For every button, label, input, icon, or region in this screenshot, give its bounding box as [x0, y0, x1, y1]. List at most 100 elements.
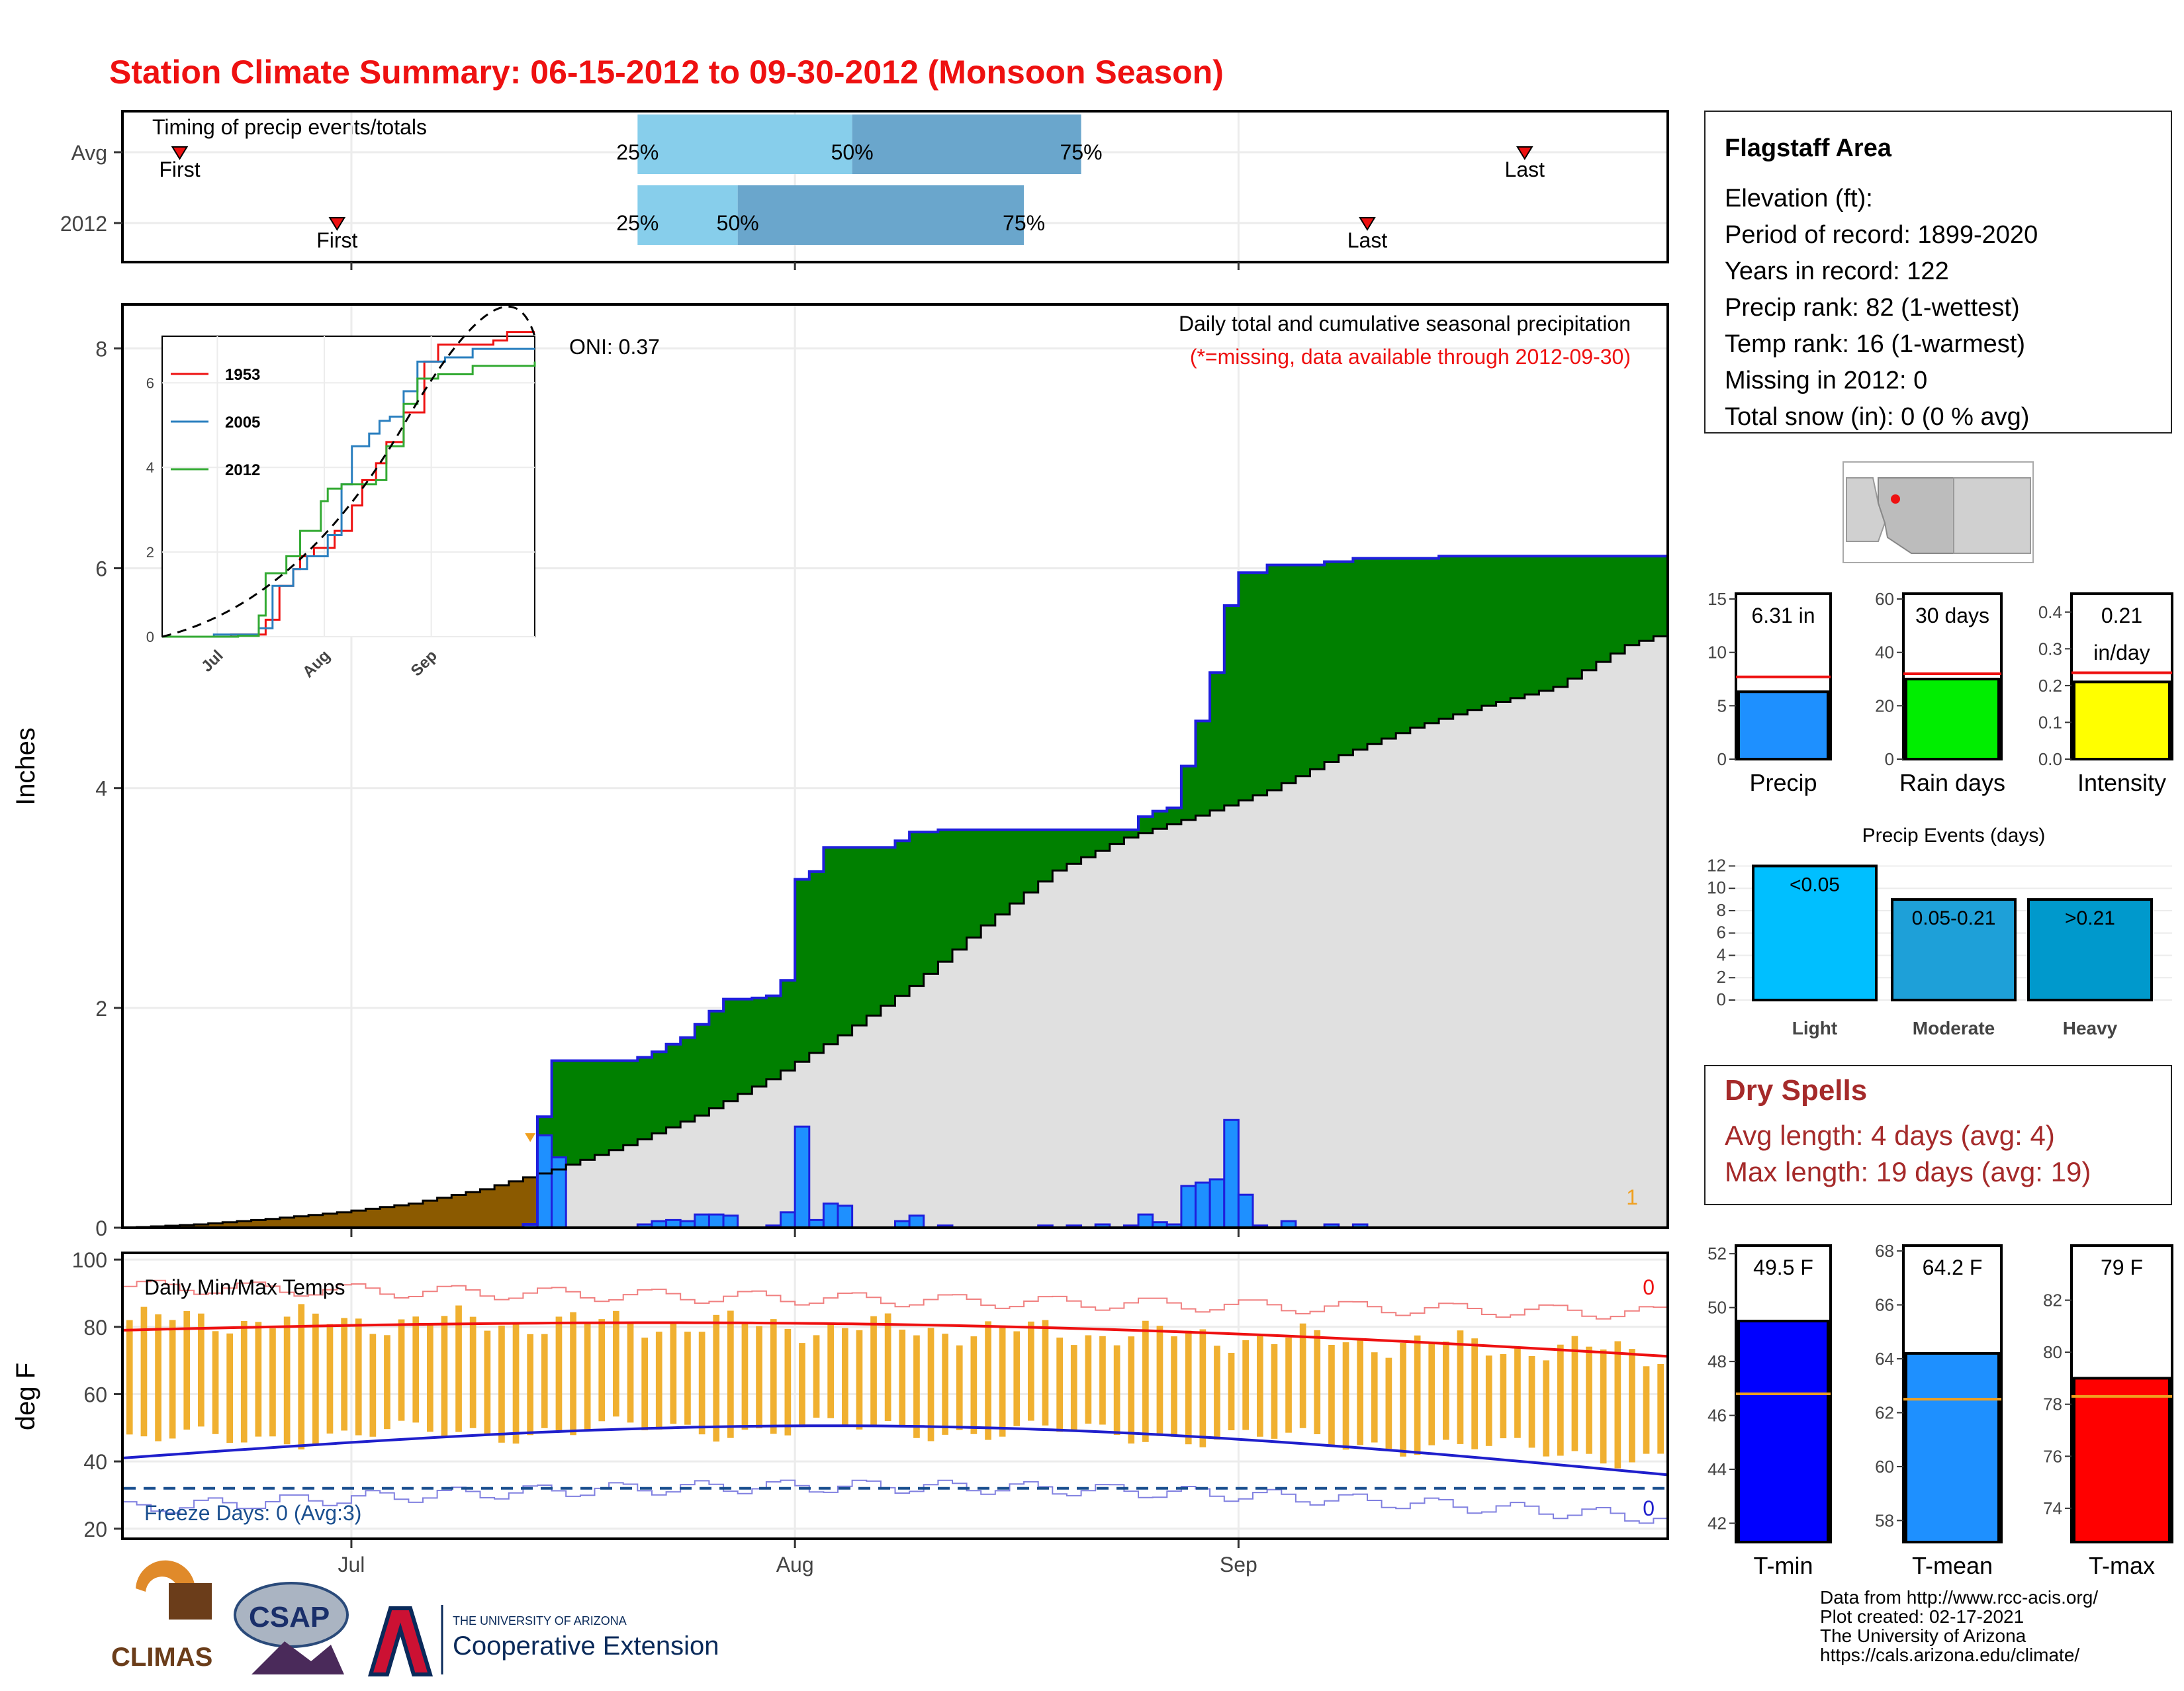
- daily-precip-bar-36: [1223, 1119, 1240, 1229]
- summary-tmax-ytick-label-2: 78: [2043, 1394, 2062, 1414]
- station-name: Flagstaff Area: [1725, 134, 1892, 162]
- daily-temp-bar-8: [240, 1321, 248, 1443]
- record-min-count: 0: [1643, 1496, 1655, 1520]
- daily-precip-bar-35: [1208, 1178, 1226, 1229]
- summary-tmean-ytick-label-2: 62: [1875, 1403, 1894, 1423]
- inset-frame: [161, 336, 535, 637]
- timing-first-marker-0: [171, 146, 189, 160]
- daily-temp-bar-2: [155, 1314, 161, 1441]
- daily-temp-bar-6: [212, 1331, 219, 1434]
- daily-temp-bar-22: [441, 1316, 448, 1437]
- climas-logo-block: [169, 1583, 212, 1620]
- daily-temp-bar-56: [927, 1328, 934, 1441]
- climas-logo-text: CLIMAS: [111, 1643, 212, 1672]
- average-max-temp-line: [122, 1321, 1668, 1358]
- daily-temp-bar-31: [570, 1312, 576, 1436]
- first-event-marker: [525, 1133, 536, 1142]
- timing-box-q50-q75-0: [852, 114, 1081, 174]
- precip-ytick-label-4: 8: [95, 337, 107, 361]
- daily-precip-bar-33: [1180, 1185, 1197, 1229]
- daily-temp-bar-4: [183, 1311, 191, 1430]
- temp-ytick-label-3: 80: [83, 1316, 107, 1340]
- precip-ytick-label-1: 2: [95, 997, 107, 1021]
- summary-precip-ytick-label-0: 0: [1717, 749, 1727, 769]
- daily-temp-bar-34: [613, 1310, 619, 1417]
- summary-tmin-ytick-label-5: 52: [1707, 1244, 1727, 1263]
- summary-raindays-ytick-label-0: 0: [1885, 749, 1894, 769]
- daily-temp-bar-68: [1099, 1336, 1106, 1425]
- daily-temp-bar-87: [1371, 1352, 1378, 1443]
- timing-row-label-1: 2012: [60, 212, 107, 236]
- summary-intensity-ytick-label-1: 0.1: [2038, 712, 2062, 732]
- temp-xtick-label-0: Jul: [338, 1553, 365, 1577]
- daily-temp-bar-84: [1328, 1345, 1335, 1445]
- summary-tmean-category-label: T-mean: [1912, 1552, 1993, 1579]
- daily-precip-bar-2: [551, 1156, 567, 1229]
- station-precip-rank: Precip rank: 82 (1-wettest): [1725, 294, 2020, 322]
- daily-temp-bar-38: [670, 1324, 677, 1424]
- daily-temp-bar-39: [684, 1332, 691, 1425]
- footer-university: The University of Arizona: [1820, 1625, 2026, 1646]
- summary-tmax-category-label: T-max: [2089, 1552, 2155, 1579]
- daily-temp-bar-1: [140, 1306, 148, 1437]
- timing-q25-label-1: 25%: [616, 211, 659, 235]
- daily-temp-bar-96: [1500, 1353, 1507, 1439]
- page-title: Station Climate Summary: 06-15-2012 to 0…: [109, 54, 1224, 91]
- daily-temp-bar-5: [198, 1313, 205, 1427]
- timing-row-label-0: Avg: [71, 141, 107, 165]
- station-info-box: [1704, 111, 2172, 434]
- daily-temp-bar-105: [1629, 1349, 1635, 1463]
- daily-temp-bar-43: [741, 1324, 749, 1430]
- station-missing: Missing in 2012: 0: [1725, 367, 1927, 394]
- daily-temp-bar-24: [469, 1316, 477, 1428]
- daily-temp-bar-101: [1571, 1336, 1578, 1451]
- daily-precip-bar-8: [707, 1213, 725, 1229]
- locator-map: [1843, 461, 2034, 563]
- summary-intensity-category-label: Intensity: [2077, 769, 2166, 796]
- daily-temp-bar-9: [255, 1322, 262, 1437]
- summary-intensity-bar: [2073, 680, 2171, 761]
- record-min-line: [122, 1479, 1668, 1524]
- timing-box-q25-q50-1: [637, 185, 738, 245]
- average-min-temp-line: [122, 1424, 1668, 1477]
- precip-events-bar-label-1: 0.05-0.21: [1912, 907, 1996, 929]
- daily-temp-bar-67: [1085, 1335, 1092, 1424]
- summary-precip-ytick-label-2: 10: [1707, 643, 1727, 663]
- precip-events-bar-light: [1752, 864, 1878, 1001]
- daily-temp-bar-45: [770, 1319, 777, 1434]
- summary-temp-charts: 42 44 46 48 50 52 49.5 F T-min 58 60 62 64 66 68 64.2 …: [1707, 1241, 2173, 1579]
- daily-temp-bar-14: [326, 1324, 334, 1434]
- timing-q75-label-1: 75%: [1003, 211, 1045, 235]
- right-panels: Flagstaff Area Elevation (ft): Period of…: [1704, 111, 2173, 1665]
- daily-temp-bar-77: [1228, 1353, 1235, 1430]
- dry-spells-max: Max length: 19 days (avg: 19): [1725, 1156, 2091, 1187]
- daily-temp-bar-32: [584, 1322, 591, 1432]
- station-elevation: Elevation (ft):: [1725, 185, 1873, 212]
- daily-temp-bar-102: [1586, 1346, 1592, 1454]
- daily-temp-bar-80: [1271, 1344, 1278, 1439]
- daily-precip-bar-34: [1195, 1181, 1211, 1229]
- daily-temp-bar-12: [298, 1304, 305, 1449]
- inset-line-1953: [162, 331, 535, 638]
- daily-temp-bar-46: [784, 1328, 792, 1436]
- summary-precip-ytick-label-1: 5: [1717, 696, 1727, 715]
- daily-temp-bar-44: [756, 1326, 762, 1429]
- precip-ytick-label-3: 6: [95, 557, 107, 581]
- summary-tmean-ytick-label-1: 60: [1875, 1457, 1894, 1477]
- daily-temp-bar-57: [942, 1334, 948, 1435]
- daily-temp-bar-79: [1257, 1336, 1263, 1437]
- timing-last-marker-1: [1359, 217, 1376, 231]
- precip-frame: [121, 303, 1669, 1229]
- timing-last-marker-0: [1516, 146, 1533, 160]
- station-location-dot: [1891, 494, 1900, 504]
- precip-events-category-1: Moderate: [1913, 1018, 1995, 1038]
- summary-tmean-ytick-label-4: 66: [1875, 1295, 1894, 1315]
- precip-events-chart: Precip Events (days) 02 4 6 8 10 12 <0.05 Light 0…: [1707, 825, 2172, 1038]
- daily-temp-bar-107: [1657, 1364, 1664, 1454]
- summary-intensity-value-label: 0.21: [2101, 604, 2142, 627]
- timing-q75-label-0: 75%: [1060, 140, 1103, 164]
- daily-temp-bar-52: [870, 1316, 877, 1425]
- csap-mountains: [251, 1641, 344, 1674]
- daily-temp-bar-69: [1113, 1345, 1120, 1435]
- footer-url: https://cals.arizona.edu/climate/: [1820, 1645, 2079, 1665]
